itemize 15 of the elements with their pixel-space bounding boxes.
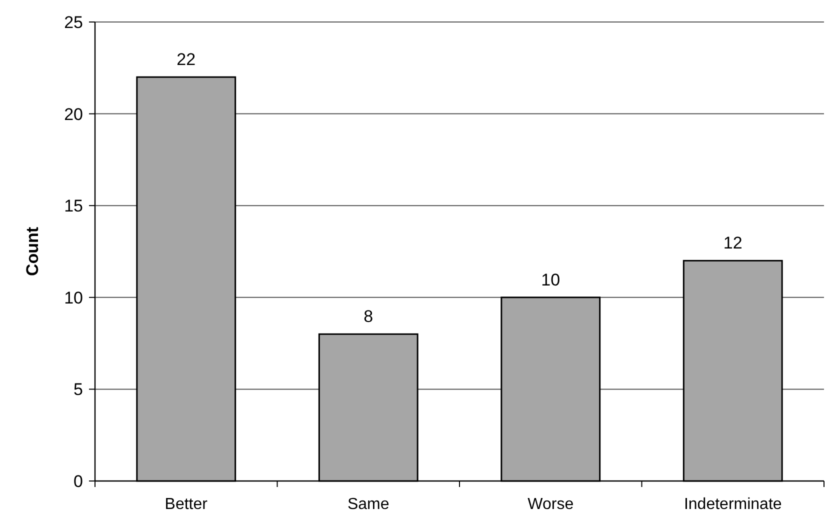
data-label: 10 <box>541 270 560 290</box>
x-tick-label: Better <box>164 496 208 513</box>
y-tick-label: 5 <box>74 380 83 400</box>
y-tick-label: 25 <box>64 12 83 32</box>
y-tick-label: 10 <box>64 288 83 308</box>
y-axis-title: Count <box>23 226 42 276</box>
y-tick-label: 20 <box>64 104 83 124</box>
data-label: 8 <box>364 307 374 326</box>
x-tick-label: Worse <box>528 496 574 513</box>
y-tick-label: 15 <box>64 196 83 216</box>
data-label: 22 <box>176 50 196 70</box>
x-tick-label: Same <box>347 496 390 513</box>
data-label: 12 <box>723 234 742 253</box>
y-tick-label: 0 <box>74 472 83 491</box>
x-tick-label: Indeterminate <box>684 496 782 513</box>
